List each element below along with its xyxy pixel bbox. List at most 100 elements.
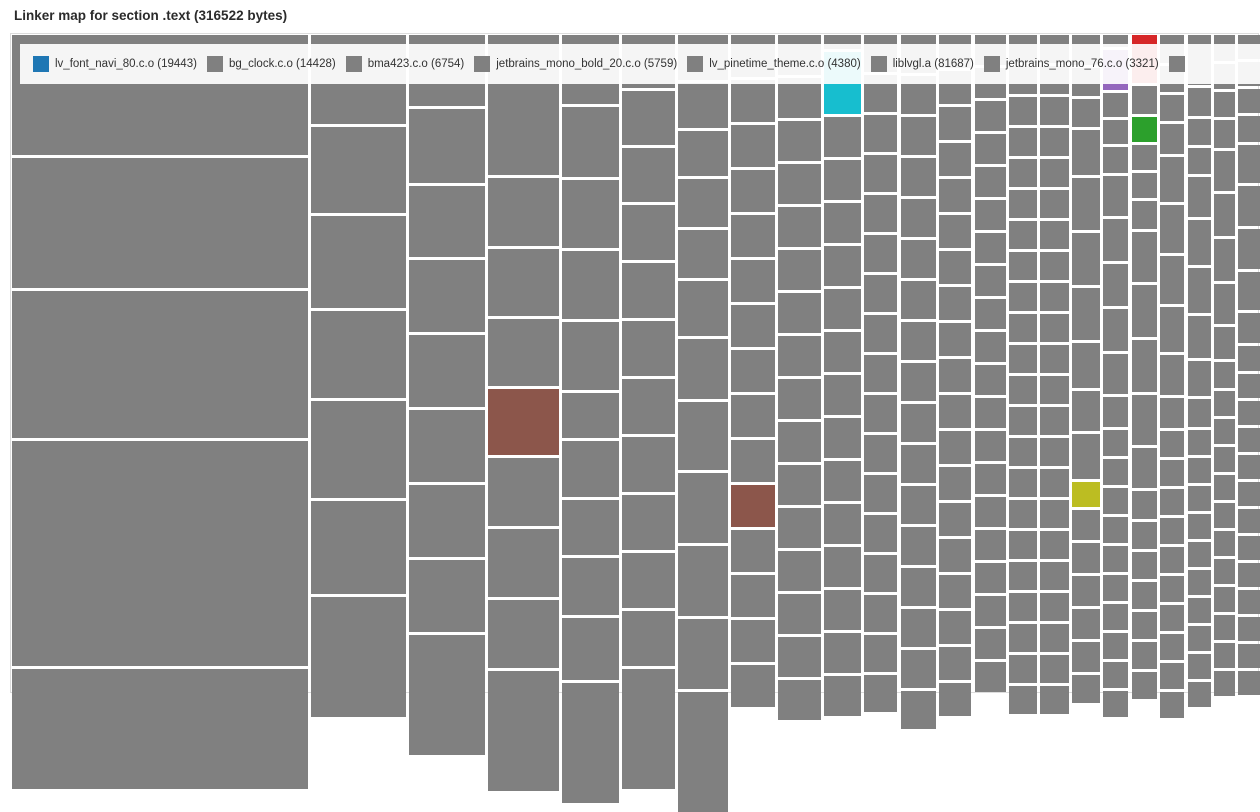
treemap-cell[interactable] [778,680,821,720]
treemap-cell[interactable] [1160,605,1184,631]
treemap-cell[interactable] [1103,354,1128,394]
treemap-cell[interactable] [731,530,775,572]
treemap-cell[interactable] [864,515,897,552]
treemap-cell[interactable] [562,180,619,248]
treemap-cell[interactable] [1160,547,1184,573]
treemap-cell[interactable] [1160,355,1184,395]
treemap-cell[interactable] [1103,459,1128,485]
treemap-cell[interactable] [1132,395,1157,445]
treemap-cell[interactable] [1009,531,1037,559]
treemap-cell[interactable] [1009,345,1037,373]
treemap-cell[interactable] [1188,399,1211,427]
treemap-cell[interactable] [1160,256,1184,304]
treemap-cell[interactable] [864,115,897,152]
treemap-cell[interactable] [939,395,971,428]
treemap-cell[interactable] [1214,643,1235,668]
treemap-cell[interactable] [1132,340,1157,392]
treemap-cell[interactable] [1009,159,1037,187]
treemap-cell[interactable] [1160,205,1184,253]
treemap-cell[interactable] [562,618,619,680]
treemap-cell[interactable] [731,80,775,122]
treemap-cell[interactable] [901,322,936,360]
treemap-cell[interactable] [901,609,936,647]
treemap-cell[interactable] [939,179,971,212]
treemap-cell[interactable] [409,260,485,332]
treemap-cell[interactable] [1040,252,1069,280]
treemap-cell[interactable] [1009,469,1037,497]
treemap-cell[interactable] [975,497,1006,527]
treemap-cell[interactable] [901,158,936,196]
treemap-cell[interactable] [731,305,775,347]
treemap-cell[interactable] [731,125,775,167]
treemap-cell[interactable] [1188,430,1211,455]
treemap-cell[interactable] [1009,438,1037,466]
treemap-cell[interactable] [824,504,861,544]
treemap-cell[interactable] [864,395,897,432]
treemap-cell[interactable] [1009,314,1037,342]
treemap-cell[interactable] [901,199,936,237]
treemap-cell[interactable] [1132,448,1157,488]
treemap-cell[interactable] [1160,518,1184,544]
treemap-cell[interactable] [778,637,821,677]
treemap-cell[interactable] [678,179,728,227]
treemap-cell[interactable] [975,167,1006,197]
treemap-cell[interactable] [1160,576,1184,602]
treemap-cell[interactable] [778,465,821,505]
treemap-cell[interactable] [1214,615,1235,640]
treemap-cell[interactable] [1160,663,1184,689]
treemap-cell[interactable] [1072,642,1100,672]
treemap-cell[interactable] [975,101,1006,131]
treemap-cell[interactable] [1040,128,1069,156]
treemap-cell[interactable] [824,246,861,286]
treemap-cell-brown[interactable] [731,485,775,527]
treemap-cell[interactable] [678,83,728,128]
treemap-cell[interactable] [1040,686,1069,714]
treemap-cell[interactable] [622,263,675,318]
treemap-cell[interactable] [1214,92,1235,117]
treemap-cell[interactable] [778,207,821,247]
treemap-cell[interactable] [1238,428,1260,452]
treemap-cell[interactable] [1132,552,1157,579]
treemap-cell[interactable] [562,500,619,555]
treemap-cell[interactable] [409,410,485,482]
treemap-cell[interactable] [1214,671,1235,696]
treemap-cell[interactable] [1132,642,1157,669]
treemap-cell[interactable] [678,619,728,689]
treemap-cell[interactable] [678,281,728,336]
treemap-cell[interactable] [778,293,821,333]
treemap-cell[interactable] [1103,604,1128,630]
treemap-cell[interactable] [731,575,775,617]
treemap-cell[interactable] [1040,655,1069,683]
treemap-cell[interactable] [1040,190,1069,218]
treemap-cell[interactable] [1103,309,1128,351]
treemap-cell[interactable] [1009,655,1037,683]
treemap-cell[interactable] [1238,401,1260,425]
treemap-cell[interactable] [1132,612,1157,639]
treemap-cell[interactable] [824,160,861,200]
treemap-cell[interactable] [1072,434,1100,479]
treemap-cell[interactable] [731,350,775,392]
treemap-cell[interactable] [778,508,821,548]
treemap-cell[interactable] [1072,343,1100,388]
treemap-cell[interactable] [488,178,559,246]
treemap-cell[interactable] [1103,488,1128,514]
treemap-cell[interactable] [678,546,728,616]
treemap-cell[interactable] [678,230,728,278]
treemap-cell[interactable] [1009,562,1037,590]
treemap-cell[interactable] [1188,654,1211,679]
treemap-cell[interactable] [1009,593,1037,621]
treemap-cell[interactable] [1103,147,1128,173]
treemap-cell[interactable] [409,335,485,407]
treemap-cell[interactable] [778,78,821,118]
treemap-cell[interactable] [1238,186,1260,226]
treemap-cell[interactable] [901,117,936,155]
treemap-cell[interactable] [864,595,897,632]
treemap-cell[interactable] [1160,95,1184,121]
treemap-cell[interactable] [1103,120,1128,144]
treemap-cell[interactable] [824,203,861,243]
treemap-cell[interactable] [864,195,897,232]
treemap-cell[interactable] [409,485,485,557]
treemap-cell[interactable] [975,530,1006,560]
treemap-cell[interactable] [311,127,406,213]
treemap-cell[interactable] [1238,116,1260,142]
